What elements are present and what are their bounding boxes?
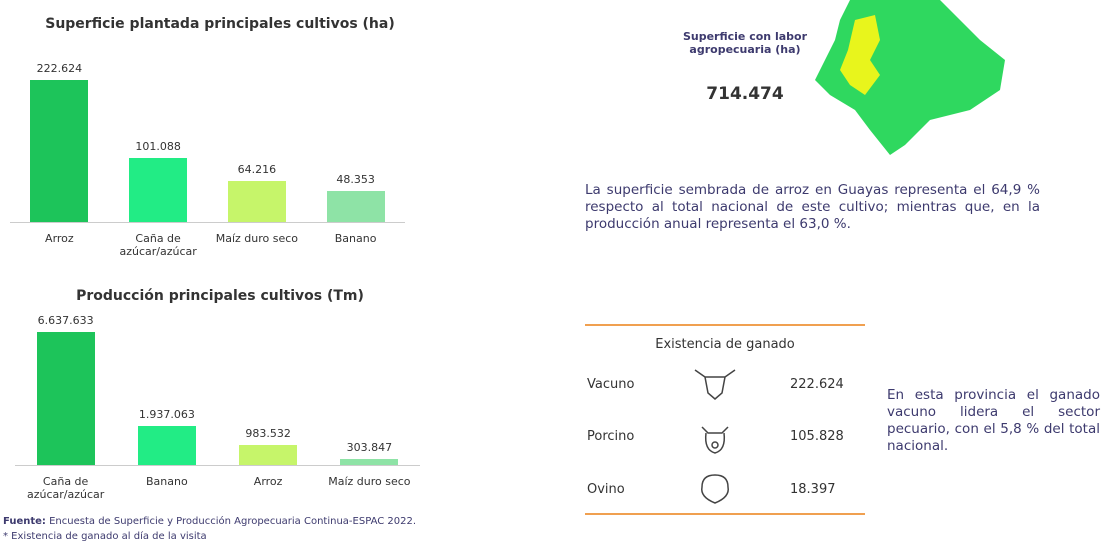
value-label: 101.088 — [135, 139, 181, 153]
x-tick-label: Caña de azúcar/azúcar — [119, 232, 197, 258]
value-label: 64.216 — [237, 163, 277, 177]
row-value: 105.828 — [790, 429, 844, 444]
bar — [227, 181, 286, 222]
row-label: Porcino — [587, 429, 635, 444]
table-title: Existencia de ganado — [655, 337, 795, 352]
table-rule — [585, 324, 865, 326]
map-label: Superficie con labor agropecuaria (ha) — [682, 30, 808, 56]
x-tick-label: Banano — [146, 475, 188, 488]
x-tick-label: Arroz — [253, 475, 283, 488]
chart-title: Superficie plantada principales cultivos… — [45, 16, 395, 32]
row-value: 222.624 — [790, 377, 844, 392]
bar — [36, 332, 95, 465]
x-tick-label: Maíz duro seco — [215, 232, 299, 245]
value-label: 222.624 — [36, 62, 83, 75]
map-value: 714.474 — [706, 84, 784, 104]
source: Fuente: Encuesta de Superficie y Producc… — [3, 516, 416, 527]
paragraph: La superficie sembrada de arroz en Guaya… — [585, 182, 1040, 232]
row-value: 18.397 — [790, 482, 836, 497]
chart-title: Producción principales cultivos (Tm) — [76, 288, 364, 304]
bar — [239, 445, 298, 465]
icons — [694, 369, 736, 504]
value-label: 48.353 — [336, 173, 375, 187]
bar — [137, 426, 196, 465]
footnote: * Existencia de ganado al día de la visi… — [3, 531, 207, 542]
baseline — [10, 222, 405, 223]
row-label: Vacuno — [587, 377, 635, 392]
source-text: Encuesta de Superficie y Producción Agro… — [49, 516, 417, 527]
x-tick-label: Maíz duro seco — [328, 475, 411, 488]
source-label: Fuente: — [3, 516, 46, 527]
map — [815, 0, 1005, 155]
bar — [340, 458, 399, 465]
bar — [326, 191, 385, 222]
note: En esta provincia el ganado vacuno lider… — [887, 387, 1100, 454]
bar — [129, 157, 188, 222]
table-rule — [585, 513, 865, 515]
bar — [30, 80, 89, 222]
value-label: 6.637.633 — [37, 314, 94, 327]
value-label: 303.847 — [346, 440, 393, 454]
baseline — [15, 465, 420, 466]
value-label: 1.937.063 — [138, 408, 195, 422]
x-tick-label: Arroz — [45, 232, 74, 245]
x-tick-label: Banano — [334, 232, 377, 245]
row-label: Ovino — [587, 482, 625, 497]
value-label: 983.532 — [245, 427, 291, 441]
x-tick-label: Caña de azúcar/azúcar — [26, 475, 105, 501]
